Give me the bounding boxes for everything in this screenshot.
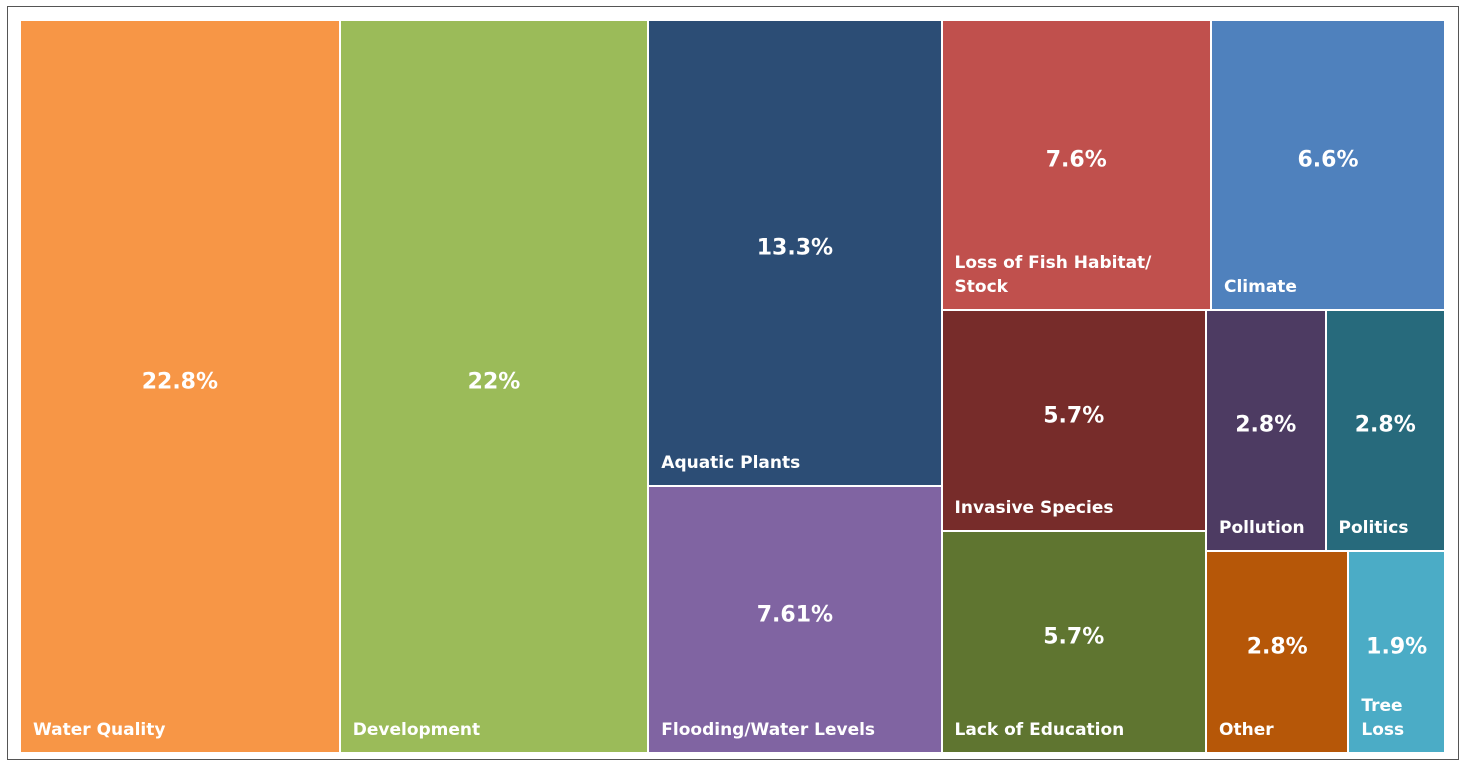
category-label: Other: [1219, 719, 1274, 740]
category-label: Politics: [1338, 517, 1409, 538]
value-label: 5.7%: [1043, 624, 1105, 650]
treemap-cell: 5.7% Lack of Education: [941, 531, 1206, 753]
category-label: Loss of Fish Habitat/ Stock: [954, 252, 1152, 297]
treemap-cell: 7.61% Flooding/Water Levels: [648, 486, 942, 753]
category-label: Climate: [1223, 276, 1297, 297]
value-label: 2.8%: [1354, 412, 1416, 438]
treemap-cell: 2.8% Other: [1206, 550, 1349, 753]
category-label: Lack of Education: [954, 719, 1125, 740]
category-label: Tree Loss: [1361, 695, 1405, 740]
category-label: Pollution: [1219, 517, 1305, 538]
value-label: 22%: [467, 369, 521, 394]
treemap-cell: 22% Development: [339, 20, 649, 753]
chart-frame: [7, 6, 1459, 760]
treemap-cell: 7.6% Loss of Fish Habitat/ Stock: [941, 20, 1211, 310]
value-label: 13.3%: [756, 235, 834, 261]
value-label: 22.8%: [141, 369, 219, 394]
treemap-cell: 1.9% Tree Loss: [1348, 550, 1445, 753]
treemap-cell: 6.6% Climate: [1210, 20, 1445, 310]
treemap-cell: 5.7% Invasive Species: [941, 309, 1206, 532]
value-label: 7.61%: [756, 602, 834, 628]
value-label: 1.9%: [1366, 634, 1428, 660]
treemap-cell: 2.8% Politics: [1325, 309, 1445, 551]
treemap-cell: 2.8% Pollution: [1206, 309, 1326, 551]
category-label: Invasive Species: [954, 498, 1114, 519]
category-label: Development: [352, 720, 481, 740]
value-label: 2.8%: [1235, 412, 1297, 438]
category-label: Aquatic Plants: [661, 453, 801, 474]
category-label: Water Quality: [33, 720, 166, 740]
value-label: 7.6%: [1045, 147, 1107, 173]
value-label: 2.8%: [1246, 634, 1308, 660]
category-label: Flooding/Water Levels: [661, 719, 876, 740]
value-label: 6.6%: [1297, 147, 1359, 173]
treemap: 22.8% Water Quality 22% Development 13.3% Aqu…: [20, 20, 1445, 753]
treemap-cell: 22.8% Water Quality: [20, 20, 340, 753]
treemap-cell: 13.3% Aquatic Plants: [648, 20, 942, 487]
value-label: 5.7%: [1043, 403, 1105, 429]
